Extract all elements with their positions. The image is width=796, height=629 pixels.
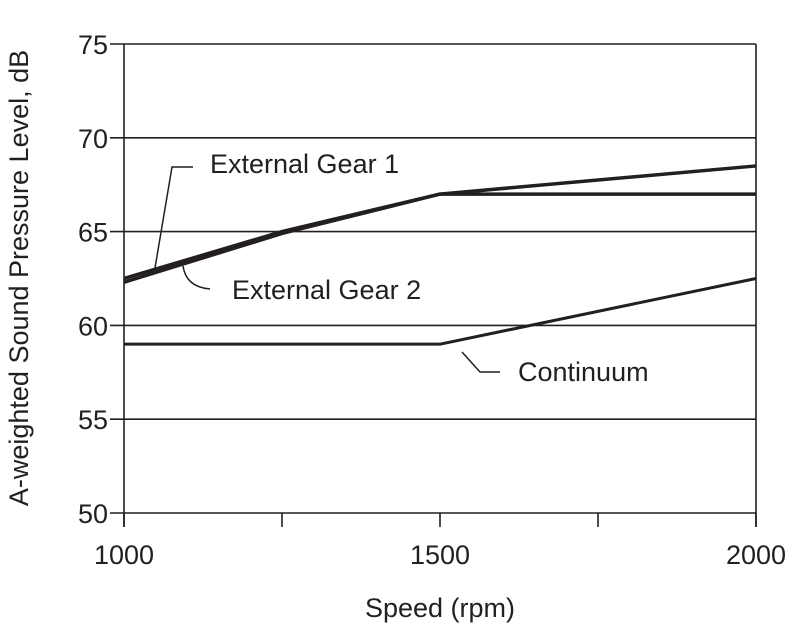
series-line-external-gear-2	[123, 192, 756, 284]
leader-continuum	[461, 351, 500, 373]
label-external-gear-2: External Gear 2	[232, 275, 421, 305]
y-tick-label: 70	[78, 124, 108, 154]
annotation-leaders	[154, 166, 500, 373]
y-tick-label: 60	[78, 311, 108, 341]
grid-lines	[110, 43, 756, 514]
x-tick-label: 2000	[726, 540, 786, 570]
y-tick-label: 65	[78, 218, 108, 248]
leader-external-gear-1	[154, 166, 193, 269]
leader-external-gear-2	[182, 265, 211, 290]
series-line-continuum	[124, 277, 757, 346]
x-axis-label: Speed (rpm)	[365, 593, 515, 623]
y-tick-label: 55	[78, 405, 108, 435]
y-tick-label: 50	[78, 499, 108, 529]
label-external-gear-1: External Gear 1	[210, 149, 399, 179]
y-axis-label: A-weighted Sound Pressure Level, dB	[4, 50, 34, 506]
label-continuum: Continuum	[518, 357, 649, 387]
series-lines	[123, 164, 757, 346]
series-line-external-gear-1	[123, 164, 757, 281]
x-tick-label: 1500	[410, 540, 470, 570]
axes	[123, 44, 757, 527]
tick-labels: 50 55 60 65 70 75 1000 1500 2000	[78, 30, 786, 570]
y-tick-label: 75	[78, 30, 108, 60]
x-tick-label: 1000	[94, 540, 154, 570]
